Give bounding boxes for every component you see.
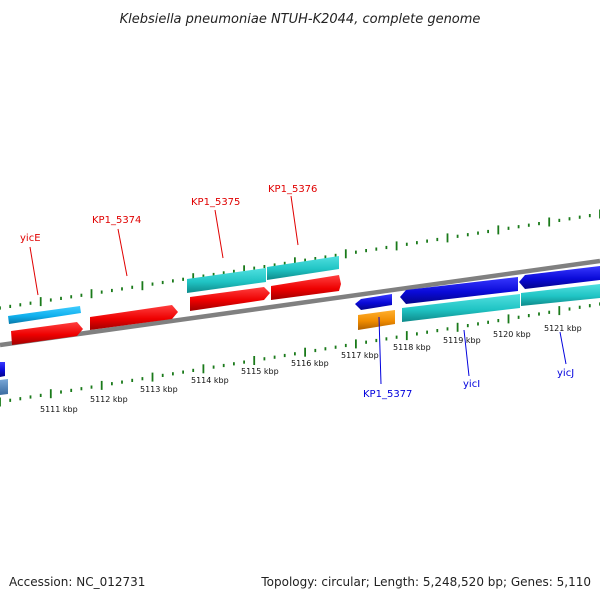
scale-label: 5118 kbp [393, 343, 431, 352]
gene-kp1-5376-a[interactable] [267, 256, 339, 280]
gene-yicE-forward[interactable] [8, 306, 81, 324]
leader-yicI [463, 329, 470, 377]
leader-kp1-5374 [117, 228, 128, 277]
scale-label: 5117 kbp [341, 351, 379, 360]
leader-kp1-5377 [378, 316, 382, 385]
gene-yicE-reverse[interactable] [11, 322, 83, 345]
genome-title: Klebsiella pneumoniae NTUH-K2044, comple… [120, 12, 481, 27]
scale-labels: 5111 kbp 5112 kbp 5113 kbp 5114 kbp 5115… [40, 324, 582, 414]
scale-label: 5113 kbp [140, 385, 178, 394]
genome-summary-text: Topology: circular; Length: 5,248,520 bp… [260, 575, 591, 589]
accession-text: Accession: NC_012731 [9, 575, 145, 589]
gene-left-edge-blue[interactable] [0, 362, 5, 377]
scale-label: 5116 kbp [291, 359, 329, 368]
gene-kp1-5376-b[interactable] [271, 275, 341, 300]
gene-kp1-5377-blue[interactable] [355, 294, 392, 310]
genome-backbone [0, 258, 600, 348]
leader-yicJ [559, 331, 567, 365]
scale-label: 5111 kbp [40, 405, 78, 414]
gene-yicI-blue[interactable] [400, 277, 518, 304]
scale-label: 5112 kbp [90, 395, 128, 404]
gene-kp1-5377-orange[interactable] [358, 310, 395, 330]
leader-kp1-5376 [290, 195, 299, 246]
label-kp1-5375[interactable]: KP1_5375 [191, 197, 240, 208]
scale-label: 5114 kbp [191, 376, 229, 385]
scale-label: 5121 kbp [544, 324, 582, 333]
label-kp1-5376[interactable]: KP1_5376 [268, 184, 317, 195]
lower-tick-row [0, 302, 600, 407]
gene-kp1-5375-b[interactable] [190, 287, 270, 311]
leader-yicE [29, 246, 39, 296]
label-yicJ[interactable]: yicJ [557, 368, 574, 379]
gene-yicJ-blue[interactable] [519, 266, 600, 289]
leader-kp1-5375 [214, 209, 224, 259]
gene-kp1-5375-a[interactable] [187, 268, 266, 293]
label-kp1-5374[interactable]: KP1_5374 [92, 215, 141, 226]
label-yicE[interactable]: yicE [20, 233, 41, 244]
scale-label: 5115 kbp [241, 367, 279, 376]
gene-yicJ-cyan[interactable] [521, 284, 600, 306]
label-kp1-5377[interactable]: KP1_5377 [363, 389, 412, 400]
scale-label: 5119 kbp [443, 336, 481, 345]
label-yicI[interactable]: yicI [463, 379, 480, 390]
gene-left-edge-steel[interactable] [0, 379, 8, 395]
gene-kp1-5374[interactable] [90, 305, 178, 330]
scale-label: 5120 kbp [493, 330, 531, 339]
gene-yicI-cyan[interactable] [402, 294, 520, 322]
